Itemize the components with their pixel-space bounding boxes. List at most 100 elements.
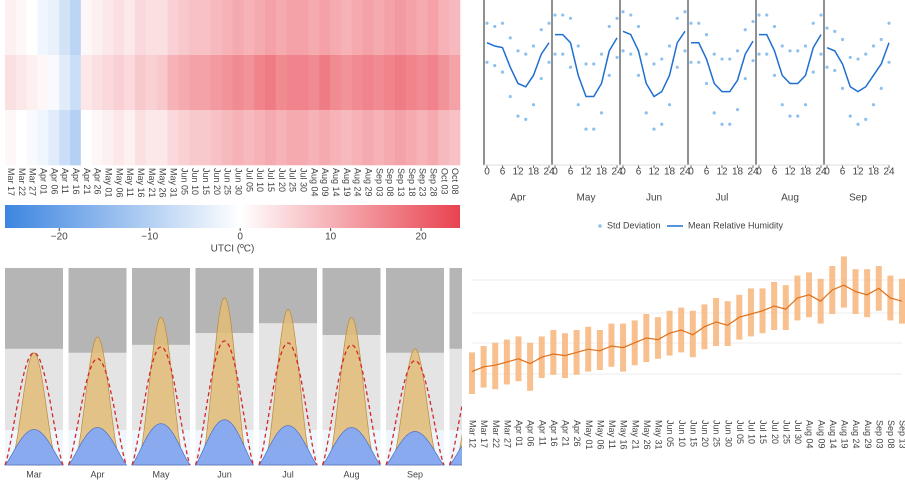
std-dot (757, 13, 761, 17)
std-dot (607, 73, 611, 77)
x-tick-label: 0 (688, 167, 694, 178)
x-tick-label: Apr 11 (60, 168, 70, 194)
x-tick-label: May 31 (654, 420, 664, 450)
x-tick-label: 6 (704, 167, 710, 178)
heat-cell (330, 0, 342, 56)
heat-cell (438, 0, 450, 56)
heat-cell (275, 55, 287, 111)
range-bar (724, 301, 731, 346)
x-tick-label: Jul 10 (747, 420, 757, 444)
heat-cell (15, 110, 27, 166)
std-dot (644, 52, 648, 56)
std-dot (704, 81, 709, 86)
std-dot (629, 52, 633, 56)
x-tick-label: Jul 10 (255, 168, 265, 192)
x-tick-label: Jun 05 (665, 420, 675, 447)
std-dot (887, 21, 891, 25)
heat-cell (395, 0, 407, 56)
heat-cell (135, 110, 147, 166)
heat-cell (340, 0, 352, 56)
std-dot (539, 77, 543, 81)
std-dot (500, 21, 505, 25)
std-dot (871, 103, 876, 107)
x-tick-label: Jul 05 (244, 168, 254, 192)
x-tick-label: Apr 16 (71, 168, 81, 195)
x-tick-label: Aug 24 (851, 420, 861, 449)
blue-bell (194, 419, 255, 466)
mean-line (759, 33, 822, 85)
x-tick-label: Sep 13 (396, 168, 406, 197)
x-tick-label: May 11 (607, 420, 617, 449)
x-tick-label: Jun 05 (179, 168, 189, 195)
std-dot (493, 63, 497, 68)
x-tick-label: 6 (500, 167, 506, 178)
dark-band (449, 268, 462, 349)
std-dot (735, 107, 740, 112)
x-tick-label: 24 (815, 167, 827, 178)
heat-cell (427, 55, 439, 111)
blue-bell (258, 425, 318, 466)
heat-cell (26, 55, 38, 111)
heat-cell (254, 0, 266, 56)
std-dot (780, 44, 784, 48)
std-dot (485, 60, 489, 64)
x-tick-label: Mar 22 (491, 420, 501, 448)
heat-cell (384, 0, 396, 56)
heat-cell (5, 55, 17, 111)
x-tick-label: 12 (648, 167, 660, 178)
heat-cell (308, 0, 320, 56)
x-tick-label: Mar 12 (468, 420, 478, 448)
x-tick-label: 0 (484, 167, 490, 178)
x-tick-label: Mar 17 (6, 168, 16, 196)
heat-cell (232, 0, 244, 56)
x-tick-label: May 16 (619, 420, 629, 450)
x-tick-label: Jul 05 (735, 420, 745, 444)
x-tick-label: Mar 27 (502, 420, 512, 448)
x-tick-label: Jun 20 (700, 420, 710, 447)
std-dot (621, 49, 625, 53)
heat-cell (275, 0, 287, 56)
std-dot (848, 114, 852, 118)
heat-cell (427, 0, 439, 56)
std-dot (887, 60, 891, 64)
std-dot (592, 127, 596, 131)
heat-cell (200, 110, 212, 166)
std-dot (599, 52, 604, 56)
heat-cell (80, 55, 92, 111)
blue-bell (385, 431, 445, 466)
std-dot (765, 13, 769, 17)
heat-cell (5, 110, 17, 166)
heat-cell (200, 55, 212, 111)
x-tick-label: Aug 09 (320, 168, 330, 197)
x-tick-label: Apr 06 (49, 168, 59, 195)
x-tick-label: 18 (732, 167, 744, 178)
std-dot (833, 29, 837, 33)
std-dot (652, 127, 656, 131)
std-dot (697, 21, 701, 25)
panel-label: Jul (716, 193, 729, 204)
x-tick-label: 24 (883, 167, 895, 178)
x-tick-label: Apr 11 (537, 420, 547, 446)
x-tick-label: 18 (664, 167, 676, 178)
range-bar (689, 310, 696, 358)
heat-cell (189, 110, 201, 166)
x-tick-label: Jul 15 (758, 420, 768, 444)
heat-cell (59, 110, 71, 166)
std-dot (660, 122, 664, 126)
range-bar (527, 342, 534, 391)
x-tick-label: Aug 29 (863, 420, 873, 449)
heat-cell (438, 110, 450, 166)
x-tick-label: Aug 24 (353, 168, 363, 197)
std-dot (751, 59, 755, 63)
heat-cell (232, 110, 244, 166)
x-tick-label: 0 (620, 167, 626, 178)
x-tick-label: 24 (611, 167, 623, 178)
x-tick-label: Sep 28 (429, 168, 439, 197)
x-tick-label: Mar 22 (17, 168, 27, 196)
heat-cell (15, 0, 27, 56)
std-dot (524, 117, 528, 121)
heat-cell (405, 0, 417, 56)
x-tick-label: 18 (868, 167, 880, 178)
x-tick-label: Jul 25 (288, 168, 298, 192)
red-dashed (67, 357, 128, 466)
